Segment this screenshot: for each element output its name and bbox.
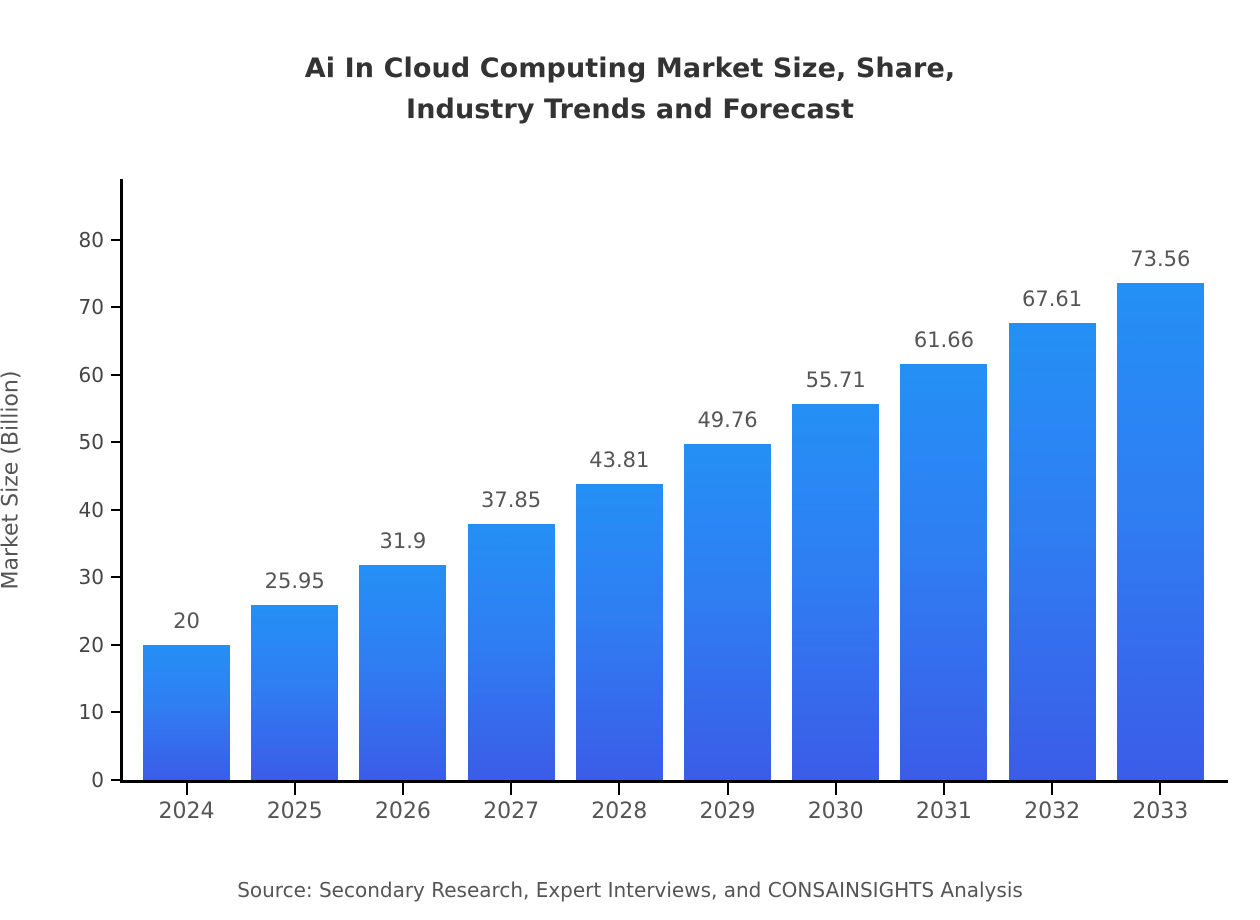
- y-tick-mark: [111, 643, 120, 646]
- x-tick-mark: [942, 783, 945, 795]
- y-tick-mark: [111, 576, 120, 579]
- x-tick-label: 2030: [807, 799, 864, 824]
- y-tick-mark: [111, 779, 120, 781]
- x-tick-mark: [726, 783, 729, 795]
- bar-value-label: 73.56: [1130, 247, 1191, 272]
- x-tick-label: 2033: [1132, 799, 1189, 824]
- bar[interactable]: [143, 644, 230, 780]
- y-tick-mark: [111, 711, 120, 714]
- bar-value-label: 55.71: [805, 367, 866, 392]
- x-tick-mark: [618, 783, 621, 795]
- x-tick-mark: [185, 783, 188, 795]
- bar-value-label: 67.61: [1022, 287, 1083, 312]
- bar-value-label: 49.76: [697, 407, 758, 432]
- x-tick-label: 2031: [915, 799, 972, 824]
- x-tick-label: 2024: [158, 799, 215, 824]
- bar[interactable]: [467, 524, 555, 780]
- y-tick-mark: [111, 508, 120, 511]
- bar-value-label: 43.81: [589, 448, 650, 473]
- x-tick-mark: [834, 783, 837, 795]
- y-tick-label: 80: [78, 227, 104, 252]
- bar[interactable]: [359, 564, 447, 780]
- bar[interactable]: [792, 403, 880, 780]
- bar-value-label: 25.95: [264, 568, 325, 593]
- y-tick-mark: [111, 306, 120, 309]
- x-tick-mark: [1051, 783, 1054, 795]
- source-note: Source: Secondary Research, Expert Inter…: [237, 878, 1023, 902]
- x-tick-label: 2027: [483, 799, 540, 824]
- x-tick-mark: [293, 783, 296, 795]
- y-axis-line: [120, 179, 123, 780]
- y-tick-mark: [111, 238, 120, 241]
- x-tick-label: 2025: [266, 799, 323, 824]
- bar[interactable]: [684, 443, 771, 780]
- y-tick-label: 0: [91, 768, 104, 792]
- bar[interactable]: [575, 484, 663, 780]
- y-tick-label: 60: [78, 362, 104, 387]
- y-tick-label: 10: [78, 700, 104, 725]
- x-tick-mark: [1159, 783, 1162, 795]
- x-tick-mark: [401, 783, 404, 795]
- bar-value-label: 61.66: [913, 327, 974, 352]
- y-tick-mark: [111, 373, 120, 376]
- y-axis-title: Market Size (Billion): [0, 370, 24, 590]
- bar[interactable]: [900, 363, 988, 780]
- bar-value-label: 20: [173, 608, 200, 633]
- y-tick-mark: [111, 441, 120, 444]
- bar-value-label: 31.9: [379, 528, 427, 553]
- bar[interactable]: [1116, 283, 1204, 780]
- x-tick-label: 2028: [591, 799, 648, 824]
- bar[interactable]: [251, 604, 339, 780]
- y-tick-label: 40: [78, 497, 104, 522]
- x-tick-label: 2029: [699, 799, 756, 824]
- y-tick-label: 70: [78, 295, 104, 320]
- y-tick-label: 30: [78, 565, 104, 590]
- chart-title: Ai In Cloud Computing Market Size, Share…: [304, 53, 956, 125]
- x-tick-label: 2026: [374, 799, 431, 824]
- bar-value-label: 37.85: [481, 488, 542, 513]
- plot-area: 0 10 20 30 40 50 60 70 80 2024 2025 2026 2027 2028 20…: [79, 179, 1228, 824]
- x-tick-mark: [510, 783, 513, 795]
- y-tick-label: 50: [78, 430, 104, 455]
- x-axis-line: [120, 780, 1228, 783]
- y-tick-label: 20: [78, 632, 104, 657]
- x-tick-label: 2032: [1024, 799, 1081, 824]
- bar[interactable]: [1008, 323, 1096, 780]
